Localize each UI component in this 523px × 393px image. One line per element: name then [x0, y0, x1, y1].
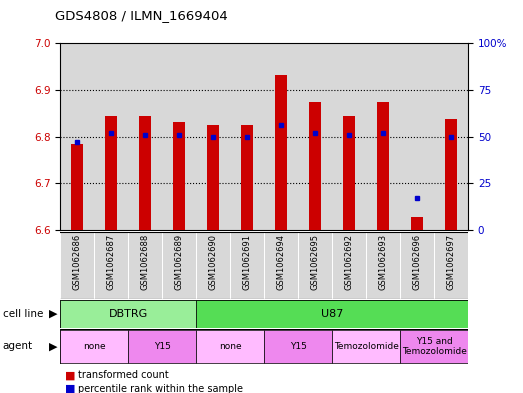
- Bar: [445, 119, 457, 230]
- Bar: [230, 43, 264, 230]
- Bar: [400, 232, 434, 299]
- Text: GSM1062696: GSM1062696: [413, 234, 422, 290]
- Bar: [207, 125, 219, 230]
- Bar: [128, 43, 162, 230]
- Bar: [173, 122, 185, 230]
- Bar: [60, 232, 94, 299]
- Text: Y15: Y15: [154, 342, 170, 351]
- Text: GDS4808 / ILMN_1669404: GDS4808 / ILMN_1669404: [55, 9, 228, 22]
- Bar: [434, 43, 468, 230]
- Bar: [343, 116, 355, 230]
- Text: none: none: [83, 342, 106, 351]
- Bar: [94, 43, 128, 230]
- Text: agent: agent: [3, 342, 33, 351]
- Bar: [94, 232, 128, 299]
- Bar: [230, 232, 264, 299]
- Text: Temozolomide: Temozolomide: [334, 342, 399, 351]
- Text: ■: ■: [65, 384, 76, 393]
- Bar: [298, 43, 332, 230]
- Text: DBTRG: DBTRG: [108, 309, 148, 319]
- Text: GSM1062689: GSM1062689: [175, 234, 184, 290]
- Text: cell line: cell line: [3, 309, 43, 319]
- Bar: [332, 330, 400, 363]
- Text: GSM1062688: GSM1062688: [141, 234, 150, 290]
- Bar: [128, 330, 196, 363]
- Text: GSM1062697: GSM1062697: [447, 234, 456, 290]
- Text: GSM1062691: GSM1062691: [243, 234, 252, 290]
- Text: ▶: ▶: [49, 309, 58, 319]
- Text: ■: ■: [65, 370, 76, 380]
- Bar: [264, 232, 298, 299]
- Bar: [60, 300, 196, 328]
- Bar: [105, 116, 117, 230]
- Bar: [332, 43, 366, 230]
- Text: Y15 and
Temozolomide: Y15 and Temozolomide: [402, 337, 467, 356]
- Text: transformed count: transformed count: [78, 370, 169, 380]
- Text: GSM1062692: GSM1062692: [345, 234, 354, 290]
- Bar: [411, 217, 423, 230]
- Text: none: none: [219, 342, 242, 351]
- Text: GSM1062686: GSM1062686: [73, 234, 82, 290]
- Bar: [71, 143, 83, 230]
- Bar: [434, 232, 468, 299]
- Text: ▶: ▶: [49, 342, 58, 351]
- Text: percentile rank within the sample: percentile rank within the sample: [78, 384, 243, 393]
- Bar: [196, 43, 230, 230]
- Bar: [264, 43, 298, 230]
- Text: Y15: Y15: [290, 342, 306, 351]
- Text: GSM1062693: GSM1062693: [379, 234, 388, 290]
- Text: GSM1062690: GSM1062690: [209, 234, 218, 290]
- Text: GSM1062694: GSM1062694: [277, 234, 286, 290]
- Bar: [377, 101, 389, 230]
- Bar: [60, 43, 94, 230]
- Bar: [60, 330, 128, 363]
- Text: GSM1062695: GSM1062695: [311, 234, 320, 290]
- Bar: [264, 330, 332, 363]
- Bar: [275, 75, 287, 230]
- Text: U87: U87: [321, 309, 343, 319]
- Bar: [196, 330, 264, 363]
- Bar: [400, 330, 468, 363]
- Bar: [128, 232, 162, 299]
- Bar: [366, 43, 400, 230]
- Text: GSM1062687: GSM1062687: [107, 234, 116, 290]
- Bar: [162, 232, 196, 299]
- Bar: [332, 232, 366, 299]
- Bar: [139, 116, 151, 230]
- Bar: [162, 43, 196, 230]
- Bar: [241, 125, 253, 230]
- Bar: [298, 232, 332, 299]
- Bar: [309, 101, 321, 230]
- Bar: [196, 300, 468, 328]
- Bar: [196, 232, 230, 299]
- Bar: [400, 43, 434, 230]
- Bar: [366, 232, 400, 299]
